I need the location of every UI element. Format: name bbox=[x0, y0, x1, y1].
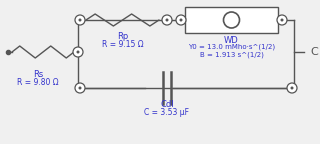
Text: C = 3.53 μF: C = 3.53 μF bbox=[145, 108, 189, 117]
Text: C: C bbox=[310, 47, 318, 57]
Text: Rp: Rp bbox=[117, 32, 128, 41]
Text: Cdl: Cdl bbox=[160, 100, 174, 109]
Circle shape bbox=[180, 18, 182, 21]
Circle shape bbox=[78, 18, 82, 21]
Circle shape bbox=[223, 12, 239, 28]
Circle shape bbox=[76, 51, 79, 54]
Circle shape bbox=[291, 87, 293, 90]
Circle shape bbox=[287, 83, 297, 93]
Text: B = 1.913 s^(1/2): B = 1.913 s^(1/2) bbox=[200, 52, 263, 58]
Circle shape bbox=[75, 15, 85, 25]
Circle shape bbox=[176, 15, 186, 25]
Text: R = 9.80 Ω: R = 9.80 Ω bbox=[17, 78, 59, 87]
Text: R = 9.15 Ω: R = 9.15 Ω bbox=[102, 40, 143, 49]
Text: Rs: Rs bbox=[33, 70, 43, 79]
Circle shape bbox=[78, 87, 82, 90]
Bar bbox=[185, 7, 278, 33]
Circle shape bbox=[75, 83, 85, 93]
Circle shape bbox=[277, 15, 287, 25]
Circle shape bbox=[165, 18, 169, 21]
Circle shape bbox=[73, 47, 83, 57]
Text: Y0 = 13.0 mMho·s^(1/2): Y0 = 13.0 mMho·s^(1/2) bbox=[188, 44, 275, 51]
Circle shape bbox=[281, 18, 284, 21]
Circle shape bbox=[162, 15, 172, 25]
Text: WD: WD bbox=[224, 36, 239, 45]
